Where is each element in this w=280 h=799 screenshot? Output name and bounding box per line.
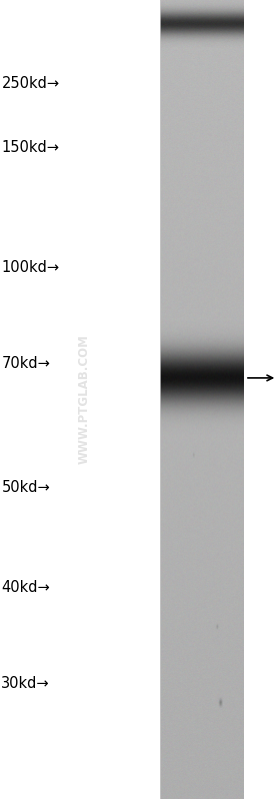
Text: 70kd→: 70kd→ <box>1 356 50 371</box>
Bar <box>0 0 160 799</box>
Text: 30kd→: 30kd→ <box>1 676 50 690</box>
Text: 50kd→: 50kd→ <box>1 480 50 495</box>
Text: 100kd→: 100kd→ <box>1 260 60 275</box>
Text: WWW.PTGLAB.COM: WWW.PTGLAB.COM <box>78 335 90 464</box>
Text: 40kd→: 40kd→ <box>1 580 50 594</box>
Text: 250kd→: 250kd→ <box>1 77 60 91</box>
Text: 150kd→: 150kd→ <box>1 141 59 155</box>
Bar <box>244 0 280 799</box>
